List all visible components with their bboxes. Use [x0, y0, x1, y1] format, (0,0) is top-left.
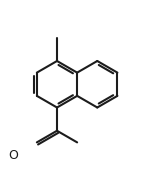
Text: O: O [8, 149, 18, 162]
